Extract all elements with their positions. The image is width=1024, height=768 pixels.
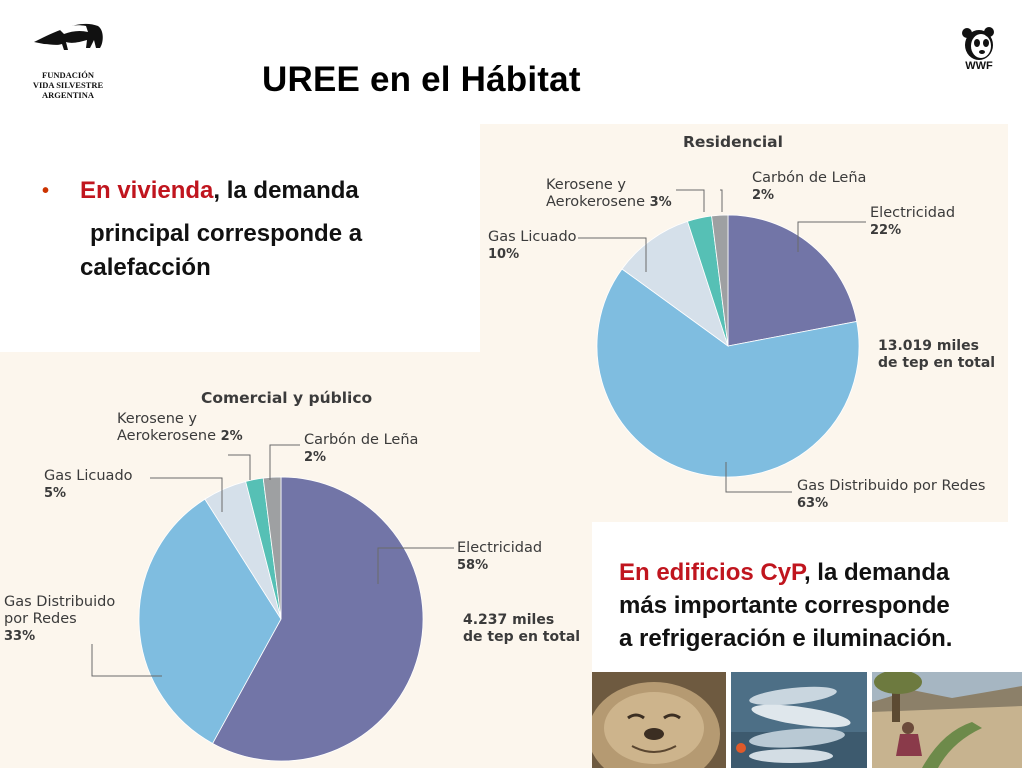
- vivienda-line3: calefacción: [80, 254, 211, 281]
- com-slice-carbon: [262, 476, 282, 620]
- res-slice-electricidad: [727, 214, 858, 347]
- panda-icon: [962, 27, 994, 60]
- elephant-seal-photo: [592, 672, 726, 768]
- com-label-carbon: Carbón de Leña 2%: [304, 432, 419, 465]
- anteater-icon: [34, 23, 103, 50]
- res-slice-gas-licuado: [621, 220, 729, 348]
- com-leader-carbon: [269, 444, 300, 480]
- res-slice-carbon: [711, 214, 729, 347]
- cyp-line1: , la demanda: [803, 559, 950, 586]
- res-total-label: 13.019 miles de tep en total: [878, 338, 996, 371]
- fish-photo: [731, 672, 867, 768]
- com-slice-gas-distribuido: [138, 498, 282, 744]
- org-name-line-2: VIDA SILVESTRE: [32, 80, 104, 90]
- res-label-carbon: Carbón de Leña 2%: [752, 170, 867, 203]
- bullet-dot: •: [42, 180, 50, 202]
- res-leader-electricidad: [797, 221, 866, 252]
- cyp-line3: a refrigeración e iluminación.: [619, 625, 953, 652]
- page-title: UREE en el Hábitat: [262, 60, 581, 99]
- bullet-cyp: En edificios CyP, la demanda más importa…: [619, 556, 1019, 655]
- vivienda-line1: , la demanda: [213, 177, 359, 204]
- vivienda-line2: principal corresponde a: [90, 220, 363, 247]
- com-leader-electricidad: [377, 547, 454, 584]
- com-leader-gas-licuado: [150, 477, 223, 512]
- com-leader-kerosene: [228, 454, 251, 480]
- res-label-electricidad: Electricidad 22%: [870, 205, 956, 238]
- com-slice-electricidad: [212, 476, 424, 762]
- res-leader-gas-licuado: [578, 237, 647, 272]
- comercial-chart-title: Comercial y público: [201, 389, 373, 407]
- org-name-line-1: FUNDACIÓN: [42, 70, 94, 80]
- residencial-chart-title: Residencial: [683, 133, 783, 151]
- res-slice-gas-distribuido: [596, 268, 860, 478]
- person-irrigation-photo: [872, 672, 1022, 768]
- res-leader-carbon: [720, 189, 723, 212]
- wwf-logo: WWF: [958, 26, 1000, 76]
- cyp-line2: más importante corresponde: [619, 592, 950, 619]
- res-leader-gas-distribuido: [725, 462, 792, 493]
- com-label-gas-distribuido: Gas Distribuido por Redes 33%: [4, 594, 116, 644]
- res-label-gas-licuado: Gas Licuado 10%: [488, 229, 577, 262]
- res-label-gas-distribuido: Gas Distribuido por Redes 63%: [797, 478, 986, 511]
- com-label-kerosene: Kerosene y Aerokerosene 2%: [117, 411, 243, 444]
- cyp-highlight: En edificios CyP: [619, 559, 804, 586]
- org-name-line-3: ARGENTINA: [42, 90, 94, 100]
- com-label-electricidad: Electricidad 58%: [457, 540, 543, 573]
- res-leader-kerosene: [676, 189, 705, 212]
- com-leader-gas-distribuido: [91, 644, 162, 677]
- com-total-label: 4.237 miles de tep en total: [463, 612, 581, 645]
- vivienda-highlight: En vivienda: [80, 177, 214, 204]
- wwf-text: WWF: [965, 60, 993, 72]
- com-label-gas-licuado: Gas Licuado 5%: [44, 468, 133, 501]
- res-label-kerosene: Kerosene y Aerokerosene 3%: [546, 177, 672, 210]
- fundacion-vida-silvestre-logo: FUNDACIÓN VIDA SILVESTRE ARGENTINA: [22, 18, 114, 110]
